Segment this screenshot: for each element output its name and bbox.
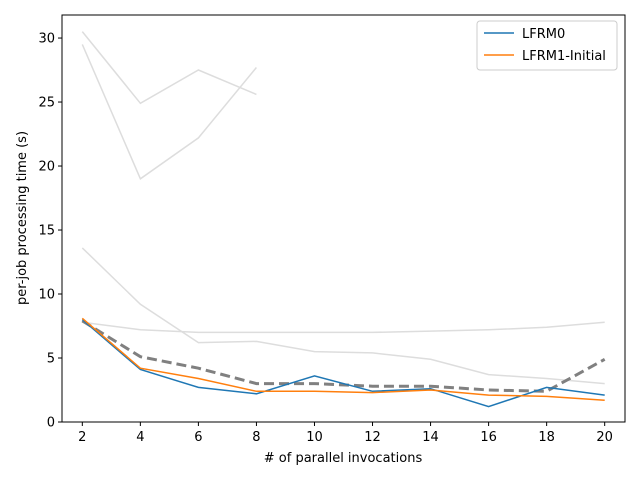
y-tick-label: 10 (38, 288, 55, 303)
legend-label-lfrm1-initial: LFRM1-Initial (522, 49, 606, 64)
legend-label-lfrm0: LFRM0 (522, 27, 565, 42)
y-tick-label: 0 (47, 416, 55, 431)
series-lines (81, 317, 605, 408)
background-line-1 (81, 31, 257, 105)
x-axis-ticks: 2 4 6 8 10 12 14 16 18 20 (78, 422, 613, 445)
y-tick-label: 30 (38, 32, 55, 47)
x-tick-label: 12 (364, 430, 381, 445)
y-axis-ticks: 0 5 10 15 20 25 30 (38, 32, 62, 431)
background-lines (81, 31, 605, 385)
x-tick-label: 18 (538, 430, 555, 445)
series-line-lfrm1-initial (81, 317, 605, 401)
background-line-4 (82, 321, 605, 334)
y-tick-label: 15 (38, 224, 55, 239)
x-tick-label: 4 (136, 430, 144, 445)
x-tick-label: 14 (422, 430, 439, 445)
x-tick-label: 8 (252, 430, 260, 445)
background-line-2 (81, 44, 257, 180)
dashed-line (81, 319, 606, 393)
series-line-lfrm0 (81, 319, 605, 408)
y-tick-label: 25 (38, 96, 55, 111)
y-tick-label: 20 (38, 160, 55, 175)
x-tick-label: 2 (78, 430, 86, 445)
x-tick-label: 16 (480, 430, 497, 445)
dashed-reference-line (81, 319, 606, 393)
x-tick-label: 20 (596, 430, 613, 445)
x-axis-label: # of parallel invocations (264, 451, 423, 466)
y-tick-label: 5 (47, 352, 55, 367)
x-tick-label: 6 (194, 430, 202, 445)
background-line-3 (81, 247, 605, 385)
y-axis-label: per-job processing time (s) (15, 131, 30, 305)
plot-frame (61, 14, 626, 423)
legend: LFRM0 LFRM1-Initial (476, 20, 618, 71)
x-tick-label: 10 (306, 430, 323, 445)
